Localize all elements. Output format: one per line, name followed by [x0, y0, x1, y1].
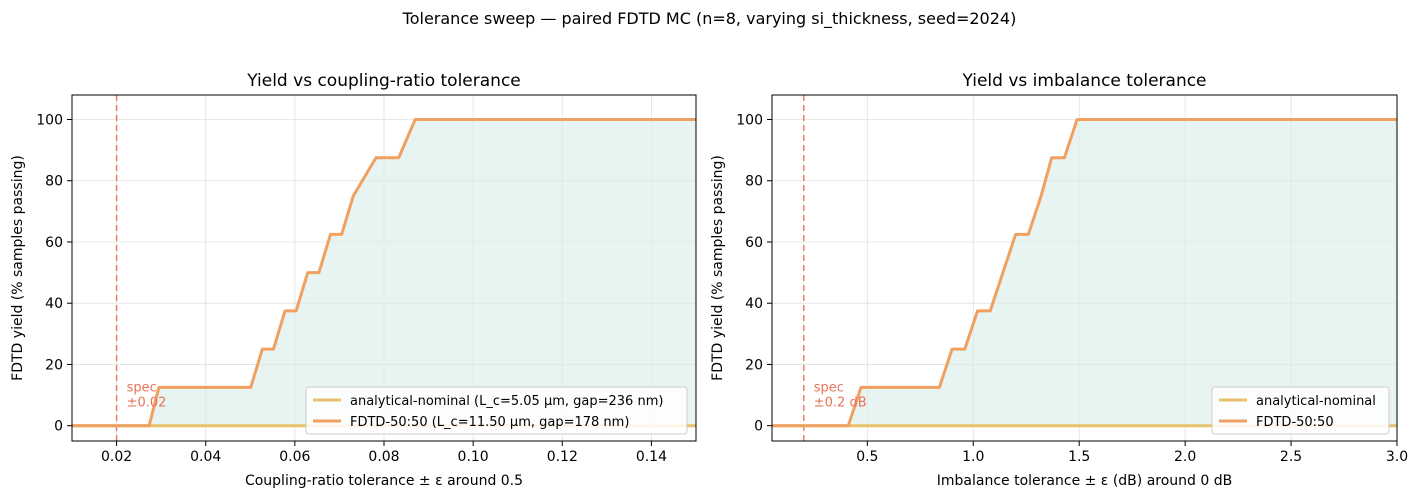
y-tick-label: 0	[54, 419, 63, 435]
spec-label: spec	[127, 381, 157, 396]
spec-label: spec	[814, 381, 844, 396]
x-axis-label: Coupling-ratio tolerance ± ε around 0.5	[245, 473, 523, 489]
legend-entry: FDTD-50:50	[1256, 415, 1334, 430]
legend: analytical-nominal FDTD-50:50	[1211, 386, 1390, 435]
legend-entry: analytical-nominal	[1256, 394, 1376, 409]
axes-frame	[771, 94, 1398, 442]
chart-panel-1: spec±0.02 0.02 0.04 0.06 0.08 0.10 0.12 0.14 0 20…	[10, 71, 697, 489]
y-tick-label: 100	[736, 112, 763, 128]
y-tick-label: 0	[754, 419, 763, 435]
x-tick-label: 0.08	[368, 449, 399, 465]
x-tick-label: 2.0	[1174, 449, 1196, 465]
y-tick-label: 20	[45, 357, 63, 373]
y-tick-label: 80	[45, 174, 63, 190]
x-tick-label: 0.5	[856, 449, 878, 465]
fdtd-yield-line	[72, 117, 696, 428]
legend-box	[305, 386, 688, 435]
x-tick-label: 1.0	[962, 449, 984, 465]
x-tick-label: 0.10	[458, 449, 489, 465]
legend: analytical-nominal (L_c=5.05 µm, gap=236…	[305, 386, 688, 435]
y-tick-label: 100	[36, 112, 63, 128]
x-tick-label: 0.12	[547, 449, 578, 465]
x-tick-label: 2.5	[1280, 449, 1302, 465]
figure-title: Tolerance sweep — paired FDTD MC (n=8, v…	[402, 9, 1017, 28]
spec-label: ±0.2 dB	[814, 396, 867, 411]
yield-fill-area	[72, 119, 696, 426]
y-axis-label: FDTD yield (% samples passing)	[10, 155, 26, 381]
spec-label: ±0.02	[127, 396, 167, 411]
fdtd-yield-line	[772, 117, 1397, 428]
y-tick-label: 80	[745, 174, 763, 190]
yield-fill-area	[772, 119, 1397, 426]
y-tick-label: 60	[745, 235, 763, 251]
x-tick-label: 0.14	[636, 449, 667, 465]
x-tick-label: 3.0	[1386, 449, 1408, 465]
x-tick-label: 0.04	[190, 449, 221, 465]
chart-panel-2: spec±0.2 dB 0.5 1.0 1.5 2.0 2.5 3.0 0 20 40 60 80 10…	[710, 71, 1408, 489]
x-tick-label: 0.06	[279, 449, 310, 465]
y-tick-label: 20	[745, 357, 763, 373]
x-axis-label: Imbalance tolerance ± ε (dB) around 0 dB	[937, 473, 1232, 489]
legend-entry: analytical-nominal (L_c=5.05 µm, gap=236…	[350, 394, 663, 409]
legend-entry: FDTD-50:50 (L_c=11.50 µm, gap=178 nm)	[350, 415, 629, 430]
panel-title: Yield vs imbalance tolerance	[961, 71, 1206, 91]
y-axis-label: FDTD yield (% samples passing)	[710, 155, 726, 381]
legend-box	[1211, 386, 1390, 435]
x-tick-label: 0.02	[101, 449, 132, 465]
y-tick-label: 60	[45, 235, 63, 251]
y-tick-label: 40	[745, 296, 763, 312]
x-tick-label: 1.5	[1068, 449, 1090, 465]
panel-title: Yield vs coupling-ratio tolerance	[246, 71, 521, 91]
y-tick-label: 40	[45, 296, 63, 312]
